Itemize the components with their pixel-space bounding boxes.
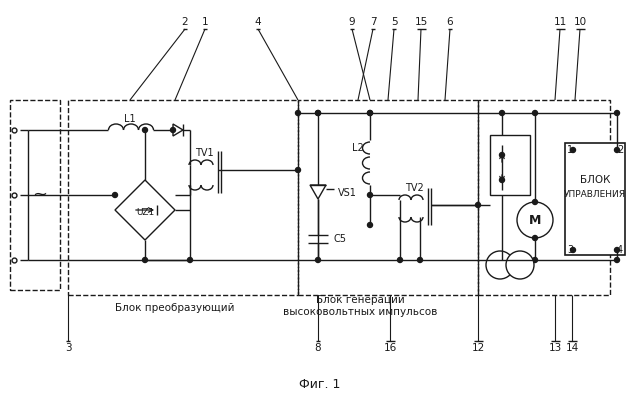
Circle shape bbox=[367, 110, 372, 115]
Text: высоковольтных импульсов: высоковольтных импульсов bbox=[283, 307, 437, 317]
Circle shape bbox=[532, 110, 538, 115]
Circle shape bbox=[367, 222, 372, 227]
Circle shape bbox=[367, 110, 372, 115]
Circle shape bbox=[532, 236, 538, 241]
Bar bbox=[478, 100, 610, 295]
Circle shape bbox=[316, 110, 321, 115]
Text: 9: 9 bbox=[349, 17, 355, 27]
Bar bbox=[68, 100, 298, 295]
Text: 4: 4 bbox=[617, 245, 623, 255]
Text: 10: 10 bbox=[573, 17, 587, 27]
Text: 3: 3 bbox=[567, 245, 573, 255]
Bar bbox=[298, 100, 478, 295]
Text: БЛОК: БЛОК bbox=[580, 175, 610, 185]
Circle shape bbox=[499, 110, 504, 115]
Circle shape bbox=[570, 248, 575, 253]
Text: 2: 2 bbox=[182, 17, 188, 27]
Text: 3: 3 bbox=[65, 343, 71, 353]
Text: 12: 12 bbox=[472, 343, 484, 353]
Text: TV2: TV2 bbox=[404, 183, 424, 193]
Text: 15: 15 bbox=[414, 17, 428, 27]
Circle shape bbox=[143, 258, 147, 262]
Bar bbox=[490, 135, 530, 195]
Circle shape bbox=[316, 258, 321, 262]
Text: 1: 1 bbox=[202, 17, 208, 27]
Text: UZ1: UZ1 bbox=[136, 208, 154, 216]
Circle shape bbox=[486, 251, 514, 279]
Circle shape bbox=[506, 251, 534, 279]
Circle shape bbox=[316, 110, 321, 115]
Circle shape bbox=[499, 178, 504, 183]
Bar bbox=[10, 100, 60, 290]
Text: Блок преобразующий: Блок преобразующий bbox=[115, 303, 235, 313]
Text: 2: 2 bbox=[617, 145, 623, 155]
Text: 11: 11 bbox=[554, 17, 566, 27]
Text: 5: 5 bbox=[390, 17, 397, 27]
Circle shape bbox=[397, 258, 403, 262]
Text: L2: L2 bbox=[352, 143, 364, 153]
Circle shape bbox=[188, 258, 193, 262]
Circle shape bbox=[532, 199, 538, 204]
Circle shape bbox=[499, 152, 504, 157]
Circle shape bbox=[113, 192, 118, 197]
Circle shape bbox=[532, 258, 538, 262]
Text: 13: 13 bbox=[548, 343, 562, 353]
Circle shape bbox=[476, 203, 481, 208]
Text: 16: 16 bbox=[383, 343, 397, 353]
Circle shape bbox=[296, 168, 301, 173]
Circle shape bbox=[417, 258, 422, 262]
Circle shape bbox=[614, 110, 620, 115]
Circle shape bbox=[517, 202, 553, 238]
Circle shape bbox=[614, 147, 620, 152]
Circle shape bbox=[170, 127, 175, 133]
Circle shape bbox=[570, 147, 575, 152]
Text: 7: 7 bbox=[370, 17, 376, 27]
Text: C5: C5 bbox=[334, 234, 347, 244]
Text: 4: 4 bbox=[255, 17, 261, 27]
Circle shape bbox=[367, 192, 372, 197]
Circle shape bbox=[614, 248, 620, 253]
Text: 8: 8 bbox=[315, 343, 321, 353]
Text: 6: 6 bbox=[447, 17, 453, 27]
Circle shape bbox=[296, 110, 301, 115]
Text: TV1: TV1 bbox=[195, 148, 213, 158]
Text: УПРАВЛЕНИЯ: УПРАВЛЕНИЯ bbox=[564, 190, 626, 199]
Text: Блок генерации: Блок генерации bbox=[316, 295, 404, 305]
Text: L1: L1 bbox=[124, 114, 136, 124]
Text: ~: ~ bbox=[33, 186, 47, 204]
Text: 14: 14 bbox=[565, 343, 579, 353]
Text: 1: 1 bbox=[567, 145, 573, 155]
Text: Фиг. 1: Фиг. 1 bbox=[300, 379, 340, 391]
Circle shape bbox=[499, 258, 504, 262]
Circle shape bbox=[143, 127, 147, 133]
Text: VS1: VS1 bbox=[338, 188, 357, 198]
Bar bbox=[565, 143, 625, 255]
Polygon shape bbox=[173, 124, 183, 136]
Text: M: M bbox=[529, 213, 541, 227]
Polygon shape bbox=[310, 185, 326, 199]
Circle shape bbox=[614, 258, 620, 262]
